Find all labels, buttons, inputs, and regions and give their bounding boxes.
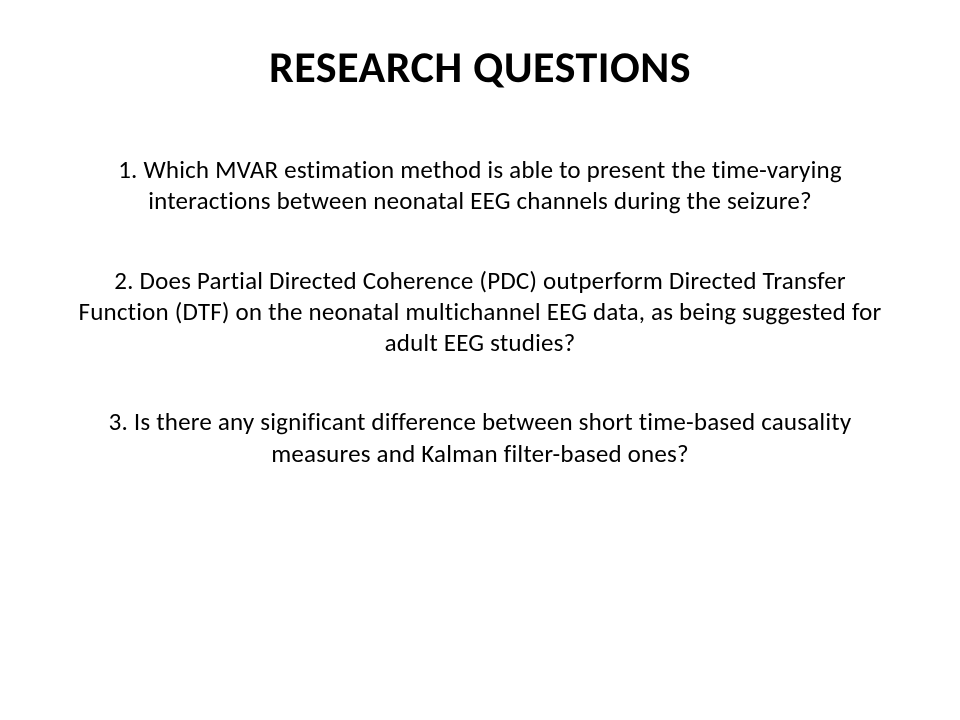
question-item: 2. Does Partial Directed Coherence (PDC)… [70,265,890,359]
slide: RESEARCH QUESTIONS 1. Which MVAR estimat… [0,0,960,720]
question-text: Is there any significant difference betw… [134,406,852,468]
question-text: Which MVAR estimation method is able to … [143,154,841,216]
questions-list: 1. Which MVAR estimation method is able … [70,154,890,680]
question-text: Does Partial Directed Coherence (PDC) ou… [79,265,882,359]
slide-title: RESEARCH QUESTIONS [70,40,890,94]
question-number: 2. [114,265,133,296]
question-item: 1. Which MVAR estimation method is able … [70,154,890,217]
question-number: 1. [118,154,137,185]
question-number: 3. [109,406,128,437]
question-item: 3. Is there any significant difference b… [70,406,890,469]
